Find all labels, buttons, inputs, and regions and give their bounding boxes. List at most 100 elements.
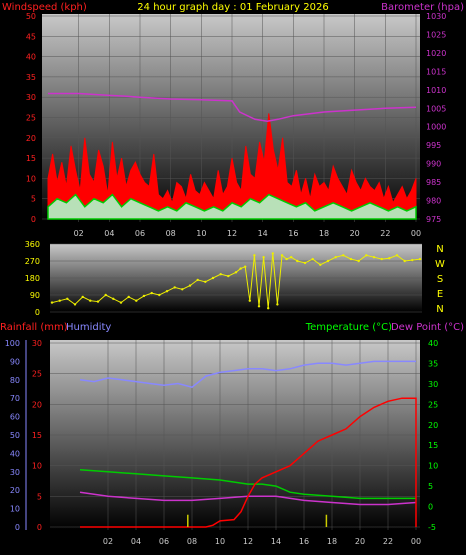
rain-temp-humidity-plot: 0102030405060708090100051015202530-50510…: [5, 339, 438, 546]
direction-point: [135, 299, 138, 302]
direction-point: [380, 257, 383, 261]
compass-label: N: [436, 304, 443, 315]
humidity-tick-label: 90: [10, 357, 20, 366]
compass-label: W: [435, 259, 445, 270]
wind-barometer-plot: 0510152025303540455097598098599099510001…: [26, 12, 447, 238]
direction-point: [219, 273, 222, 276]
direction-point: [66, 297, 69, 300]
direction-point: [276, 303, 279, 306]
time-tick-label: 00: [411, 537, 421, 546]
direction-tick-label: 0: [35, 308, 40, 317]
time-tick-label: 18: [319, 229, 329, 238]
direction-point: [319, 263, 322, 266]
time-tick-label: 02: [74, 229, 84, 238]
time-tick-label: 22: [383, 537, 393, 546]
humidity-axis-label: Humidity: [66, 322, 111, 333]
direction-point: [196, 278, 199, 282]
time-tick-label: 10: [196, 229, 206, 238]
wind-tick-label: 35: [26, 73, 36, 82]
rain-tick-label: 10: [32, 462, 42, 471]
direction-point: [50, 301, 54, 304]
humidity-tick-label: 0: [15, 523, 20, 532]
direction-point: [158, 293, 161, 297]
direction-point: [357, 259, 360, 263]
barometer-tick-label: 1005: [426, 104, 446, 113]
direction-point: [239, 267, 242, 270]
wind-tick-label: 30: [26, 93, 36, 102]
time-tick-label: 06: [135, 229, 145, 238]
direction-tick-label: 270: [25, 257, 40, 266]
time-tick-label: 22: [380, 229, 390, 238]
time-tick-label: 04: [104, 229, 114, 238]
time-tick-label: 16: [288, 229, 298, 238]
wind-tick-label: 50: [26, 12, 36, 21]
direction-point: [257, 305, 261, 308]
humidity-line: [79, 360, 416, 389]
temperature-tick-label: 10: [428, 462, 438, 471]
time-tick-label: 12: [227, 229, 237, 238]
direction-point: [411, 258, 414, 262]
time-tick-label: 18: [327, 537, 337, 546]
time-tick-label: 10: [215, 537, 225, 546]
direction-point: [388, 257, 391, 260]
direction-point: [342, 254, 345, 257]
direction-point: [58, 299, 61, 302]
barometer-tick-label: 1030: [426, 12, 446, 21]
direction-point: [150, 291, 153, 295]
direction-point: [173, 286, 176, 289]
direction-point: [127, 295, 130, 299]
rain-tick-label: 5: [37, 492, 42, 501]
time-tick-label: 00: [411, 229, 421, 238]
direction-tick-label: 360: [25, 240, 40, 249]
direction-point: [234, 271, 238, 274]
wind-tick-label: 5: [31, 195, 36, 204]
direction-point: [271, 252, 274, 255]
time-tick-label: 16: [299, 537, 309, 546]
humidity-tick-label: 100: [5, 339, 20, 348]
direction-trace: [51, 253, 421, 309]
humidity-tick-label: 60: [10, 413, 20, 422]
temperature-tick-label: 0: [428, 503, 433, 512]
direction-point: [112, 297, 115, 300]
direction-point: [296, 259, 299, 263]
time-tick-label: 14: [271, 537, 281, 546]
direction-point: [262, 256, 265, 259]
rain-tick-label: 15: [32, 431, 42, 440]
direction-point: [285, 257, 288, 261]
direction-point: [418, 257, 422, 261]
direction-tick-label: 90: [30, 291, 40, 300]
rainfall-line: [80, 397, 417, 528]
rain-tick-label: 20: [32, 400, 42, 409]
compass-label: N: [436, 244, 443, 255]
barometer-tick-label: 1000: [426, 123, 446, 132]
barometer-tick-label: 975: [426, 215, 441, 224]
direction-point: [104, 293, 107, 297]
direction-point: [248, 299, 251, 302]
direction-point: [303, 261, 307, 265]
rainfall-axis-label: Rainfall (mm): [0, 322, 68, 333]
direction-point: [73, 303, 77, 306]
direction-point: [280, 254, 284, 257]
time-tick-label: 08: [187, 537, 197, 546]
direction-point: [81, 295, 84, 299]
temperature-axis-label: Temperature (°C): [305, 322, 392, 333]
wind-tick-label: 10: [26, 174, 36, 183]
wind-average-area: [47, 193, 417, 220]
direction-point: [211, 276, 215, 280]
barometer-tick-label: 985: [426, 178, 441, 187]
temperature-tick-label: 35: [428, 359, 438, 368]
direction-point: [365, 254, 368, 257]
chart-title: 24 hour graph day : 01 February 2026: [137, 2, 328, 13]
rain-tick-label: 25: [32, 370, 42, 379]
direction-point: [244, 265, 247, 268]
direction-point: [96, 300, 100, 303]
wind-tick-label: 40: [26, 53, 36, 62]
wind-gust-area: [47, 113, 417, 220]
barometer-axis-label: Barometer (hpa): [381, 2, 464, 13]
barometer-tick-label: 1020: [426, 49, 446, 58]
direction-point: [290, 256, 293, 259]
direction-point: [334, 256, 337, 259]
rain-tick-label: 30: [32, 339, 42, 348]
temperature-tick-label: 30: [428, 380, 438, 389]
